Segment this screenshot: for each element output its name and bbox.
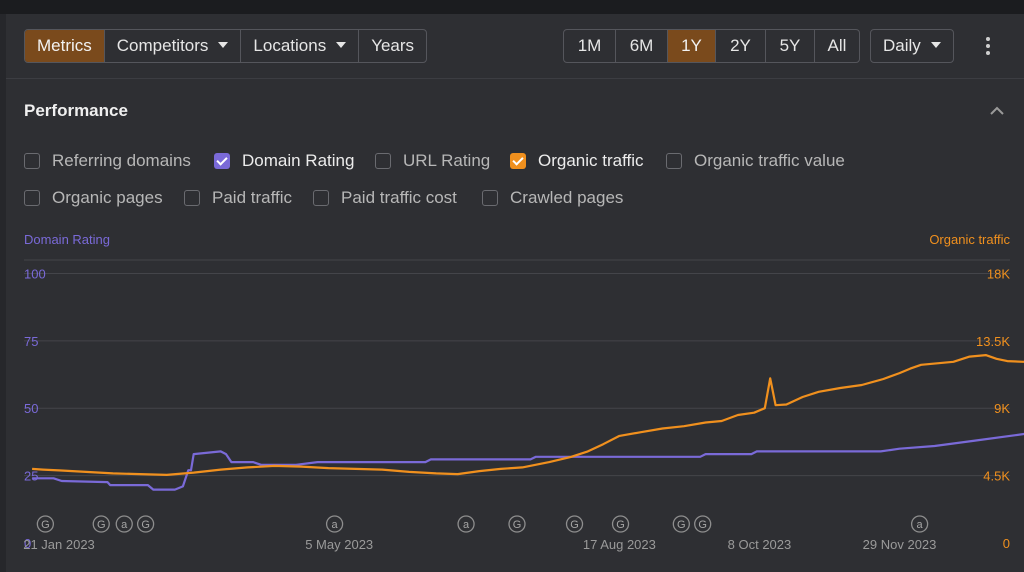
left-tick-label: 25 — [24, 469, 38, 484]
annotation-marker-glyph: G — [41, 519, 50, 531]
left-tick-label: 0 — [24, 536, 31, 551]
annotation-marker — [611, 515, 630, 533]
range-5y[interactable]: 5Y — [766, 30, 815, 62]
tab-metrics[interactable]: Metrics — [25, 30, 105, 62]
section-title: Performance — [24, 101, 128, 120]
tab-competitors-label: Competitors — [116, 36, 209, 55]
annotation-marker — [325, 515, 344, 533]
right-tick-label: 13.5K — [976, 334, 1010, 349]
interval-label: Daily — [883, 36, 921, 55]
metric-crawled-pages[interactable]: Crawled pages — [482, 187, 623, 209]
x-tick-label: 29 Nov 2023 — [863, 537, 937, 552]
checkbox[interactable] — [24, 190, 40, 206]
right-tick-label: 0 — [1003, 536, 1010, 551]
left-axis-title: Domain Rating — [24, 232, 110, 247]
range-6m[interactable]: 6M — [616, 30, 668, 62]
checkbox[interactable] — [482, 190, 498, 206]
annotation-marker — [910, 515, 929, 533]
metric-organic-pages[interactable]: Organic pages — [24, 187, 163, 209]
metric-domain-rating[interactable]: Domain Rating — [214, 150, 354, 172]
annotation-marker — [672, 515, 690, 533]
metric-label: Crawled pages — [510, 188, 624, 207]
metric-url-rating[interactable]: URL Rating — [375, 150, 490, 172]
annotation-marker-glyph: G — [616, 519, 625, 531]
annotation-marker — [508, 515, 526, 533]
metric-label: Paid traffic cost — [341, 188, 457, 207]
tab-locations[interactable]: Locations — [241, 30, 360, 62]
x-tick-label: 17 Aug 2023 — [583, 537, 656, 552]
metric-referring-domains[interactable]: Referring domains — [24, 150, 191, 172]
x-tick-label: 8 Oct 2023 — [728, 537, 792, 552]
metric-label: Organic pages — [52, 188, 163, 207]
interval-button[interactable]: Daily — [871, 30, 953, 62]
annotation-marker-glyph: G — [570, 519, 579, 531]
annotation-marker-glyph: a — [121, 519, 128, 531]
left-tick-label: 75 — [24, 334, 38, 349]
annotation-marker-glyph: a — [463, 519, 470, 531]
annotation-marker-glyph: G — [677, 519, 686, 531]
annotation-marker-glyph: G — [141, 519, 150, 531]
range-selector: 1M 6M 1Y 2Y 5Y All — [563, 29, 860, 63]
window-top-strip — [0, 0, 1024, 14]
left-tick-label: 50 — [24, 401, 38, 416]
metric-label: Organic traffic value — [694, 151, 845, 170]
metric-label: Referring domains — [52, 151, 191, 170]
annotation-marker — [92, 515, 110, 533]
range-1y[interactable]: 1Y — [668, 30, 716, 62]
checkbox[interactable] — [666, 153, 682, 169]
annotation-marker — [115, 515, 133, 533]
tab-competitors[interactable]: Competitors — [105, 30, 242, 62]
annotation-marker — [36, 515, 55, 533]
performance-panel: Metrics Competitors Locations Years 1M 6… — [6, 14, 1024, 572]
checkbox[interactable] — [375, 153, 391, 169]
x-tick-label: 5 May 2023 — [305, 537, 373, 552]
metric-organic-traffic-value[interactable]: Organic traffic value — [666, 150, 845, 172]
caret-down-icon — [336, 41, 347, 48]
checkbox[interactable] — [313, 190, 329, 206]
metric-organic-traffic[interactable]: Organic traffic — [510, 150, 644, 172]
metric-paid-traffic[interactable]: Paid traffic — [184, 187, 292, 209]
annotation-marker — [457, 515, 475, 533]
right-tick-label: 9K — [994, 401, 1010, 416]
metric-label: URL Rating — [403, 151, 491, 170]
annotation-marker — [694, 515, 712, 533]
annotation-marker-glyph: a — [332, 519, 339, 531]
left-tick-label: 100 — [24, 266, 46, 281]
tab-locations-label: Locations — [253, 36, 327, 55]
range-all[interactable]: All — [827, 36, 847, 55]
metric-label: Organic traffic — [538, 151, 644, 170]
caret-down-icon — [930, 41, 941, 48]
more-options-icon[interactable] — [978, 34, 998, 58]
view-tabs: Metrics Competitors Locations Years — [24, 29, 428, 63]
checkbox[interactable] — [24, 153, 40, 169]
annotation-marker-glyph: G — [97, 519, 106, 531]
annotation-marker-glyph: G — [513, 519, 522, 531]
right-tick-label: 18K — [987, 266, 1010, 281]
annotation-marker — [565, 515, 584, 533]
metric-paid-traffic-cost[interactable]: Paid traffic cost — [313, 187, 457, 209]
range-2y[interactable]: 2Y — [716, 30, 766, 62]
organic-traffic-line — [32, 354, 1024, 476]
metric-label: Paid traffic — [212, 188, 293, 207]
annotation-marker-glyph: G — [698, 519, 707, 531]
caret-down-icon — [218, 41, 229, 48]
metric-label: Domain Rating — [242, 151, 355, 170]
domain-rating-line — [32, 432, 1024, 491]
right-tick-label: 4.5K — [983, 469, 1010, 484]
right-axis-title: Organic traffic — [929, 232, 1010, 247]
toolbar: Metrics Competitors Locations Years 1M 6… — [6, 14, 1024, 79]
range-1m[interactable]: 1M — [564, 30, 616, 62]
checkbox-checked[interactable] — [510, 153, 526, 169]
interval-dropdown[interactable]: Daily — [870, 29, 954, 63]
x-tick-label: 21 Jan 2023 — [23, 537, 95, 552]
checkbox-checked[interactable] — [214, 153, 230, 169]
chevron-up-icon[interactable] — [990, 104, 1004, 118]
annotation-marker-glyph: a — [917, 519, 924, 531]
annotation-marker — [136, 515, 155, 533]
checkbox[interactable] — [184, 190, 200, 206]
tab-years[interactable]: Years — [371, 36, 415, 55]
